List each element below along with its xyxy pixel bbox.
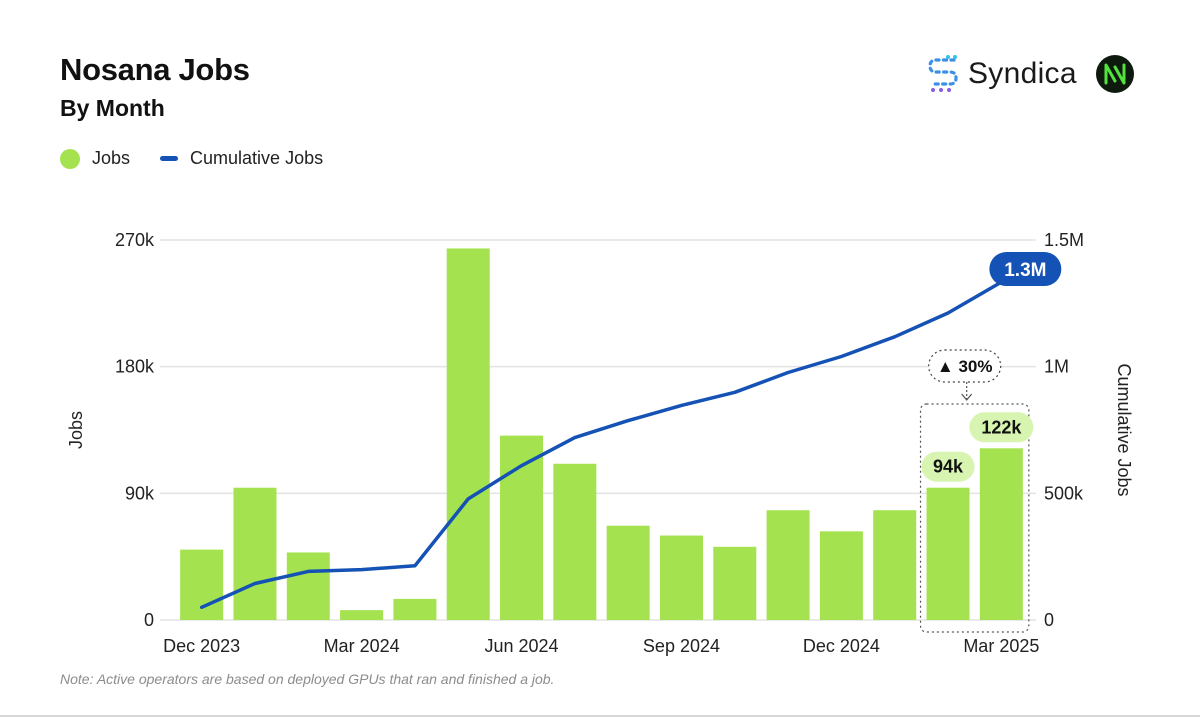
x-tick-label: Dec 2024 — [803, 636, 880, 656]
x-tick-label: Mar 2024 — [324, 636, 400, 656]
y-right-tick-label: 1.5M — [1044, 230, 1084, 250]
legend-item-cumulative: Cumulative Jobs — [160, 148, 323, 169]
y-axis-title: Jobs — [66, 411, 86, 449]
bar-value-badge — [921, 451, 975, 482]
y-tick-label: 90k — [125, 483, 155, 503]
bar-value-badge — [969, 412, 1034, 443]
bar — [819, 531, 863, 620]
bar — [659, 535, 703, 620]
bar — [713, 546, 757, 620]
y-right-axis-title: Cumulative Jobs — [1114, 363, 1134, 496]
x-tick-label: Jun 2024 — [484, 636, 558, 656]
syndica-logo-icon — [928, 55, 958, 92]
line-end-badge — [989, 252, 1062, 287]
line-end-label: 1.3M — [1004, 260, 1046, 281]
chart-subtitle: By Month — [60, 95, 165, 121]
bar — [180, 549, 224, 620]
syndica-wordmark: Syndica — [968, 57, 1077, 90]
y-tick-label: 180k — [115, 357, 155, 377]
cumulative-line — [199, 280, 1004, 610]
x-tick-label: Sep 2024 — [643, 636, 720, 656]
chart-title: Nosana Jobs — [60, 52, 250, 87]
bar-value-label: 122k — [981, 417, 1022, 437]
footer-divider — [0, 715, 1200, 717]
chart-legend: Jobs Cumulative Jobs — [60, 148, 353, 169]
bar — [606, 525, 650, 620]
y-right-tick-label: 0 — [1044, 610, 1054, 630]
bar — [926, 487, 970, 620]
bar — [233, 487, 277, 620]
legend-dot-icon — [60, 148, 80, 169]
x-tick-label: Dec 2023 — [163, 636, 240, 656]
nosana-logo-icon — [1095, 55, 1134, 93]
legend-line-icon — [160, 156, 179, 161]
y-tick-label: 0 — [144, 610, 154, 630]
bar — [553, 463, 597, 620]
brand-logos: Syndica — [926, 52, 1135, 96]
y-right-tick-label: 500k — [1044, 483, 1084, 503]
bar — [340, 610, 384, 620]
bar — [979, 448, 1023, 620]
legend-item-jobs: Jobs — [60, 148, 130, 169]
x-tick-label: Mar 2025 — [963, 636, 1039, 656]
bar — [393, 598, 437, 620]
bar — [873, 510, 917, 620]
change-label: ▲ 30% — [937, 357, 993, 376]
bar — [500, 435, 544, 620]
y-tick-label: 270k — [115, 230, 155, 250]
change-badge — [928, 349, 1002, 383]
bar — [446, 248, 490, 620]
y-right-tick-label: 1M — [1044, 357, 1069, 377]
legend-label-cumulative: Cumulative Jobs — [190, 148, 324, 168]
chart-note: Note: Active operators are based on depl… — [60, 671, 555, 687]
bar-value-label: 94k — [933, 457, 964, 477]
bar — [766, 510, 810, 620]
legend-label-jobs: Jobs — [92, 148, 131, 168]
change-arrow-icon — [961, 393, 973, 401]
bar — [286, 552, 330, 620]
